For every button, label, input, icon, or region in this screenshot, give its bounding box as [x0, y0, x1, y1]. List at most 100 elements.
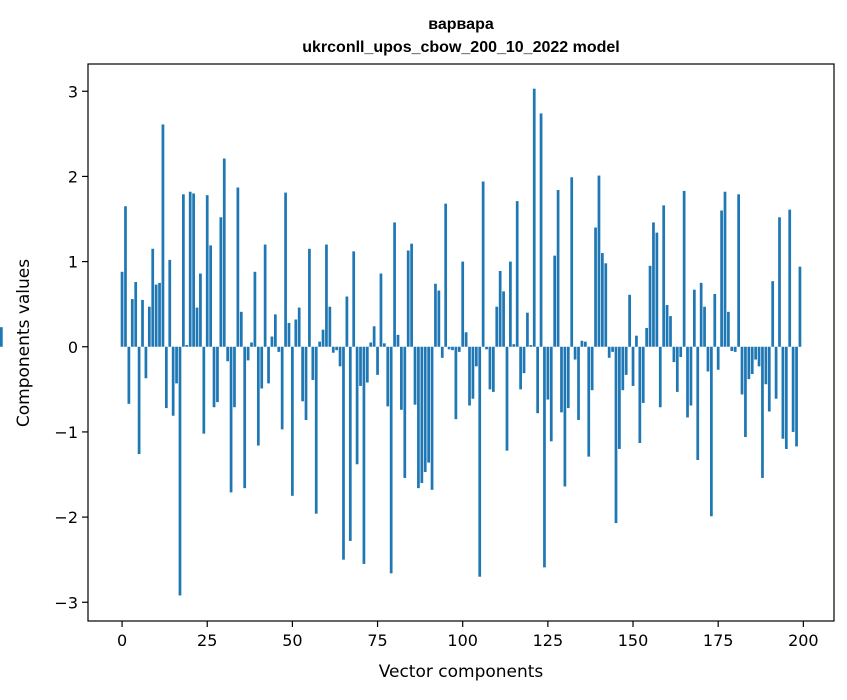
bar — [447, 346, 451, 350]
bar — [328, 306, 332, 347]
bar — [406, 250, 410, 347]
bar — [594, 227, 597, 347]
bar — [662, 205, 666, 347]
bar — [754, 346, 758, 360]
bar — [219, 217, 223, 347]
y-tick-label: 3 — [68, 82, 78, 101]
bar — [512, 344, 516, 347]
bar — [229, 346, 233, 493]
bar — [382, 343, 386, 347]
bar — [641, 346, 645, 403]
bar — [737, 194, 740, 347]
bar — [774, 346, 778, 399]
bar — [239, 311, 243, 347]
bar — [706, 346, 710, 372]
bar — [580, 340, 584, 347]
bar — [171, 346, 175, 416]
bar — [631, 346, 635, 386]
bar — [710, 346, 713, 517]
bars-group — [0, 88, 802, 596]
bar — [154, 284, 158, 347]
bar — [635, 335, 638, 347]
bar — [471, 346, 475, 399]
bar — [549, 346, 553, 442]
bar — [386, 346, 390, 407]
bar — [345, 296, 349, 347]
bar — [495, 306, 499, 347]
bar — [396, 334, 400, 347]
bar — [757, 346, 761, 367]
bar — [795, 346, 798, 447]
bar — [243, 346, 247, 489]
bar — [502, 291, 505, 347]
axes-group: 0 25 50 75 100 125 150 175 200 −3 −2 −1 0 1 2 3 — [54, 63, 835, 650]
bar — [427, 346, 431, 463]
bar — [182, 194, 185, 347]
bar — [546, 346, 550, 400]
bar — [492, 346, 495, 392]
bar — [158, 282, 161, 347]
x-tick-label: 150 — [618, 631, 649, 650]
x-tick-label: 25 — [197, 631, 217, 650]
bar — [440, 346, 444, 358]
bar — [277, 346, 281, 352]
bar — [713, 293, 717, 347]
bar — [314, 346, 318, 514]
bar — [553, 255, 557, 347]
bar — [0, 327, 3, 347]
bar — [788, 209, 792, 347]
bar — [420, 346, 424, 484]
bar — [267, 346, 270, 384]
bar — [120, 271, 124, 347]
bar — [260, 346, 264, 389]
bar — [750, 346, 754, 375]
bar — [577, 346, 580, 420]
y-tick-label: −1 — [54, 423, 78, 442]
bar — [417, 346, 420, 489]
plot-frame — [87, 63, 835, 622]
bar — [342, 346, 345, 560]
bar — [321, 329, 325, 347]
bar — [335, 346, 339, 351]
x-tick-label: 175 — [703, 631, 734, 650]
bar — [164, 346, 168, 409]
bar — [529, 345, 533, 347]
bar — [236, 187, 240, 347]
bar — [284, 192, 287, 347]
bar — [621, 346, 625, 391]
bar — [430, 346, 434, 490]
bar — [696, 346, 700, 461]
y-tick-label: 2 — [68, 167, 78, 186]
bar — [587, 346, 591, 457]
bar — [273, 314, 277, 347]
bar — [764, 346, 768, 385]
bar — [648, 265, 652, 347]
bar — [359, 346, 362, 386]
bar — [723, 191, 727, 347]
bar — [509, 261, 512, 347]
bar — [614, 346, 618, 524]
bar — [444, 203, 448, 347]
bar — [362, 346, 366, 564]
bar — [675, 346, 679, 392]
bar — [205, 195, 209, 347]
bar — [583, 341, 587, 347]
x-axis-label: Vector components — [379, 662, 544, 682]
bar — [311, 346, 315, 380]
bar — [689, 346, 693, 406]
bar — [253, 271, 257, 347]
bar — [437, 290, 441, 347]
bar — [655, 232, 659, 347]
bar — [372, 326, 376, 347]
bar — [250, 342, 253, 347]
bar — [270, 336, 274, 347]
bar — [590, 346, 594, 391]
bar — [389, 346, 393, 574]
bar — [403, 346, 407, 478]
bar — [188, 191, 192, 347]
bar — [771, 281, 775, 347]
bar — [195, 307, 199, 347]
bar — [144, 346, 148, 379]
bar — [185, 345, 189, 347]
